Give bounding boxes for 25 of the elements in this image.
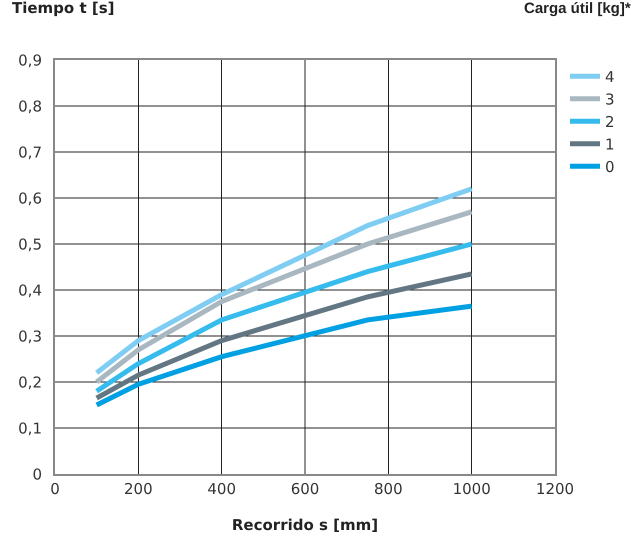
y-tick-label: 0,4	[18, 281, 42, 300]
x-tick-label: 0	[50, 480, 60, 498]
legend-label: 4	[605, 68, 615, 86]
y-axis-title: Tiempo t [s]	[12, 0, 114, 17]
legend-label: 3	[605, 90, 615, 109]
y-tick-label: 0,3	[18, 327, 42, 346]
y-tick-label: 0,6	[18, 189, 42, 208]
x-tick-label: 600	[290, 480, 320, 498]
x-tick-label: 800	[374, 480, 403, 498]
x-tick-label: 400	[207, 480, 236, 498]
legend-label: 0	[605, 158, 615, 176]
x-tick-label: 1200	[536, 480, 574, 498]
y-tick-label: 0	[32, 465, 42, 484]
legend-label: 1	[605, 136, 615, 154]
x-axis-title: Recorrido s [mm]	[232, 516, 378, 534]
y-tick-label: 0,2	[18, 373, 42, 392]
x-tick-label: 1000	[452, 480, 491, 498]
legend-title: Carga útil [kg]*	[524, 0, 631, 17]
legend-label: 2	[605, 113, 615, 132]
y-tick-label: 0,5	[18, 235, 42, 254]
x-tick-label: 200	[124, 480, 153, 498]
y-tick-label: 0,7	[18, 143, 42, 162]
y-tick-label: 0,9	[18, 51, 42, 70]
y-tick-label: 0,8	[18, 97, 42, 116]
y-tick-label: 0,1	[18, 419, 42, 438]
